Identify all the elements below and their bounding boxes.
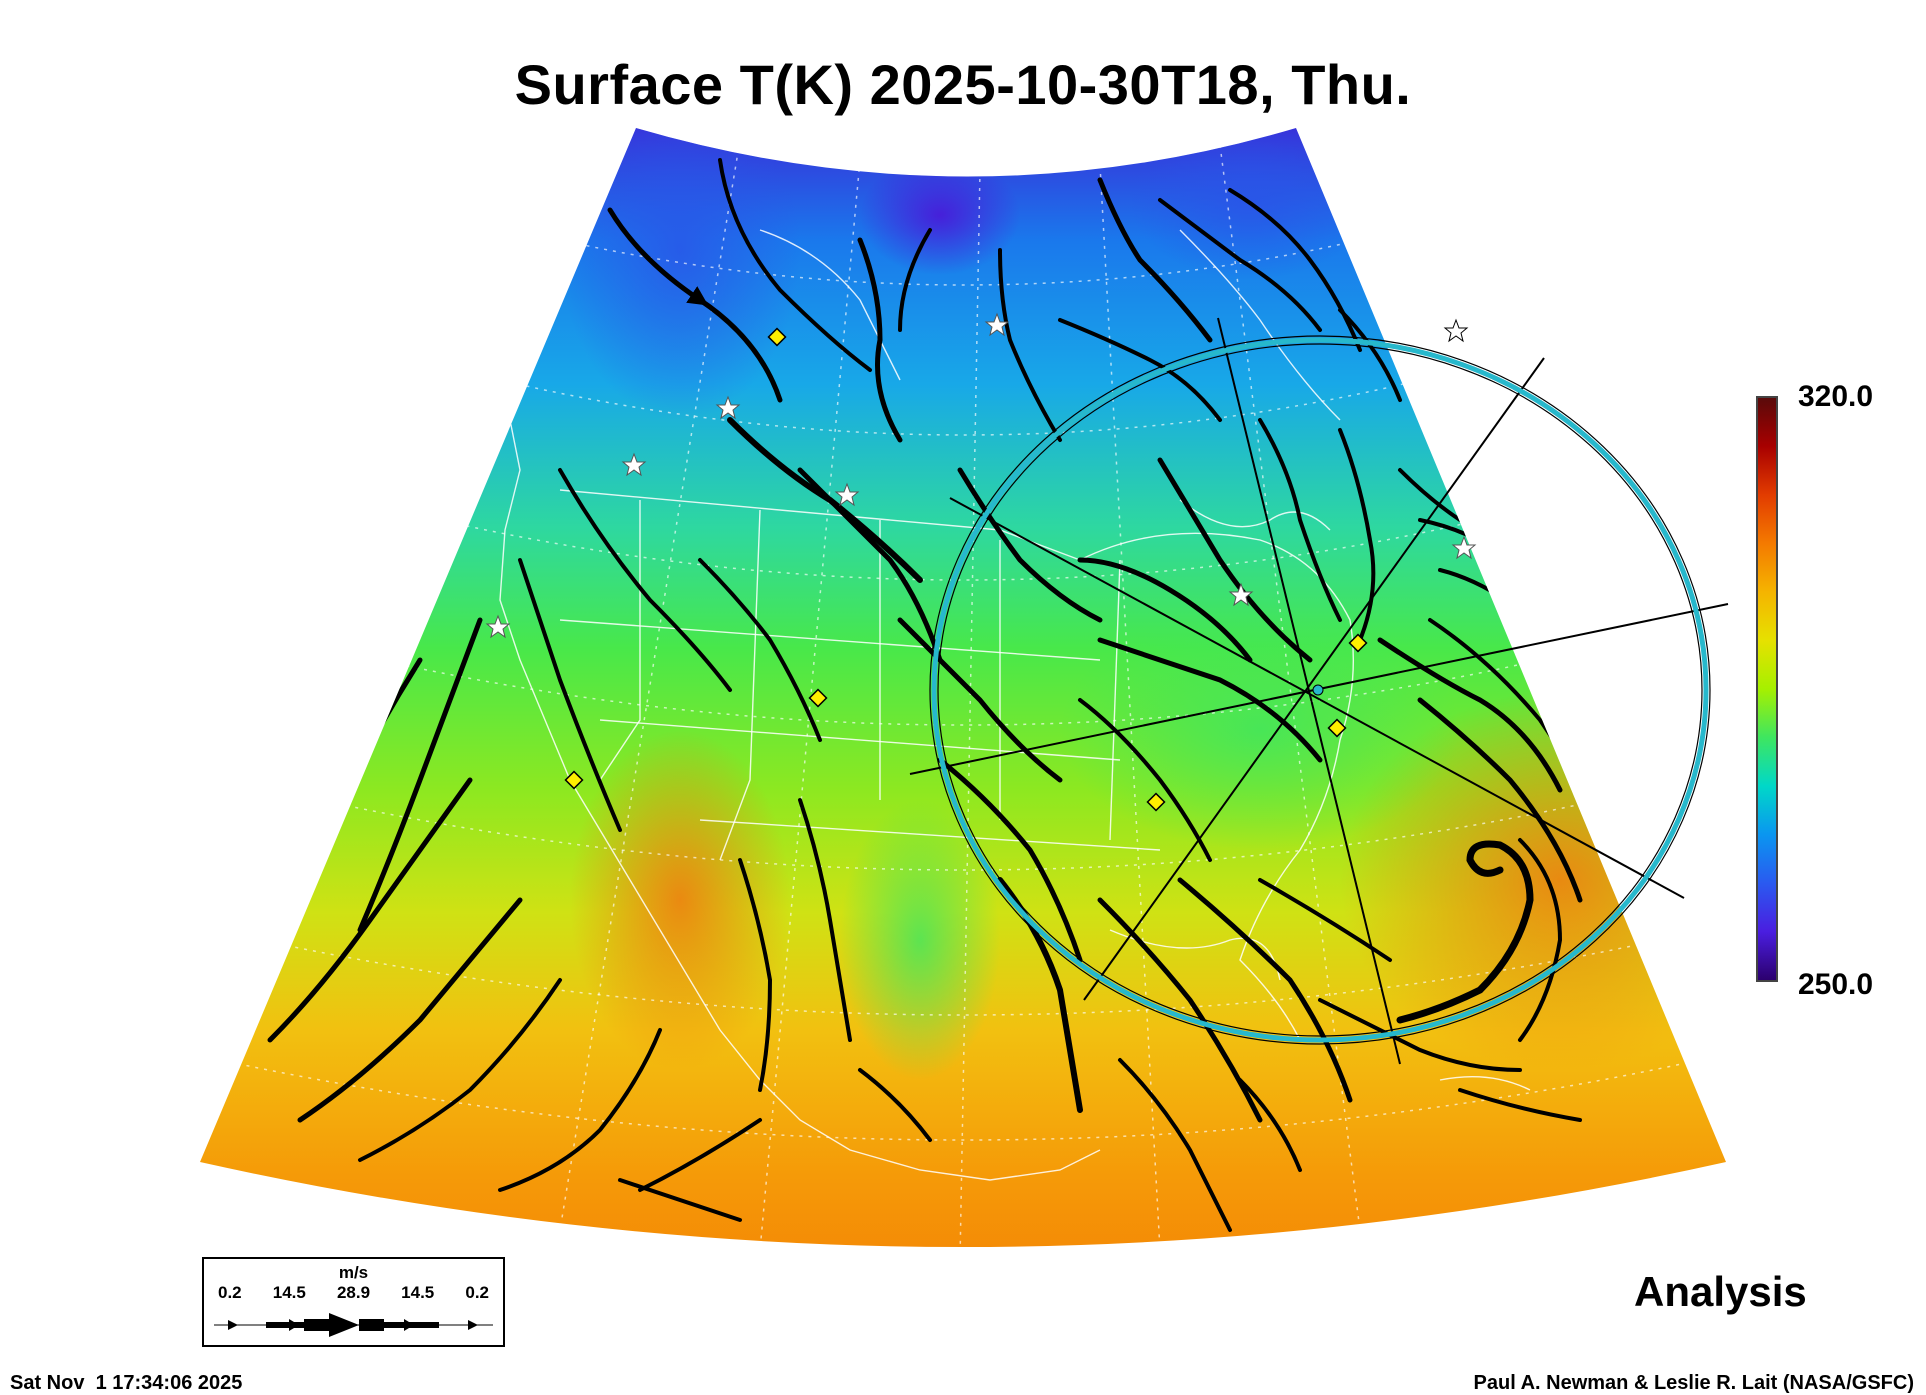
- streamline: [858, 1068, 932, 1142]
- streamline: [1097, 177, 1213, 343]
- streamline: [897, 617, 1063, 783]
- streamline: [1396, 840, 1534, 1024]
- streamline: [698, 558, 822, 742]
- streamline: [498, 1028, 662, 1192]
- temperature-field: [200, 128, 1726, 1247]
- legend-tick: 0.2: [465, 1283, 489, 1302]
- streamline: [638, 1118, 762, 1192]
- streamline: [607, 207, 783, 403]
- legend-tick: 14.5: [401, 1283, 435, 1302]
- streamline: [797, 467, 943, 663]
- timestamp: Sat Nov 1 17:34:06 2025: [10, 1372, 243, 1394]
- streamline: [718, 158, 872, 372]
- streamline: [1097, 637, 1323, 763]
- streamline: [1077, 557, 1253, 663]
- streamline: [1158, 198, 1322, 332]
- streamline: [798, 798, 852, 1042]
- streamline: [857, 237, 903, 443]
- streamline: [1417, 697, 1583, 903]
- graticule: [219, 139, 1701, 1247]
- streamline: [618, 1178, 742, 1222]
- legend-ticks: 0.2 14.5 28.9 14.5 0.2: [218, 1283, 489, 1303]
- diamond-marker: [1348, 633, 1368, 653]
- streamline: [1258, 418, 1342, 622]
- streamline: [1058, 318, 1222, 422]
- diamond-marker: [1146, 792, 1166, 812]
- streamline: [1338, 308, 1402, 402]
- diamond-markers: [564, 327, 1368, 812]
- streamline: [267, 777, 473, 1043]
- star-marker: [715, 395, 741, 420]
- streamline: [1377, 637, 1563, 793]
- diamond-marker: [1327, 718, 1347, 738]
- star-marker: [621, 452, 647, 477]
- temperature-colorbar: [1756, 396, 1778, 982]
- legend-arrow: [214, 1313, 493, 1337]
- analysis-label: Analysis: [1634, 1268, 1807, 1315]
- credit: Paul A. Newman & Leslie R. Lait (NASA/GS…: [1473, 1372, 1914, 1394]
- streamline: [1078, 698, 1212, 862]
- streamline: [898, 228, 932, 332]
- star-marker: [1443, 318, 1469, 343]
- star-markers: [485, 312, 1477, 639]
- streamline: [357, 617, 483, 933]
- streamline: [1398, 468, 1462, 522]
- streamline: [937, 757, 1083, 963]
- streamline: [1157, 457, 1313, 663]
- legend-tick: 28.9: [336, 1283, 371, 1302]
- streamline: [1318, 998, 1522, 1072]
- streamline: [957, 467, 1103, 623]
- streamline: [297, 897, 523, 1123]
- star-marker: [485, 614, 511, 639]
- diamond-marker: [767, 327, 787, 347]
- streamline: [1238, 1078, 1302, 1172]
- streamline: [998, 248, 1062, 442]
- streamline: [358, 978, 562, 1162]
- streamline: [1118, 1058, 1232, 1232]
- streamline: [1518, 838, 1563, 1042]
- wind-speed-legend: m/s 0.2 14.5 28.9 14.5 0.2: [202, 1257, 505, 1347]
- streamline: [1177, 877, 1353, 1103]
- legend-unit: m/s: [338, 1263, 369, 1282]
- streamline: [1338, 428, 1376, 642]
- star-marker: [834, 482, 860, 507]
- streamline: [518, 558, 622, 832]
- star-marker: [984, 312, 1010, 337]
- streamline: [1228, 188, 1362, 352]
- diamond-marker: [564, 770, 584, 790]
- colorbar-max-label: 320.0: [1798, 380, 1874, 413]
- colorbar-min-label: 250.0: [1798, 968, 1874, 1001]
- star-marker: [1451, 535, 1477, 560]
- star-marker: [1228, 582, 1254, 607]
- legend-tick: 14.5: [272, 1283, 306, 1302]
- streamline: [1258, 878, 1392, 962]
- streamline: [1458, 1088, 1582, 1122]
- diamond-marker: [808, 688, 828, 708]
- streamline: [738, 858, 773, 1092]
- legend-tick: 0.2: [218, 1283, 242, 1302]
- streamline: [558, 468, 732, 692]
- range-ring: [929, 335, 1711, 1045]
- political-boundaries: [499, 229, 1531, 1181]
- map-title: Surface T(K) 2025-10-30T18, Thu.: [514, 53, 1412, 116]
